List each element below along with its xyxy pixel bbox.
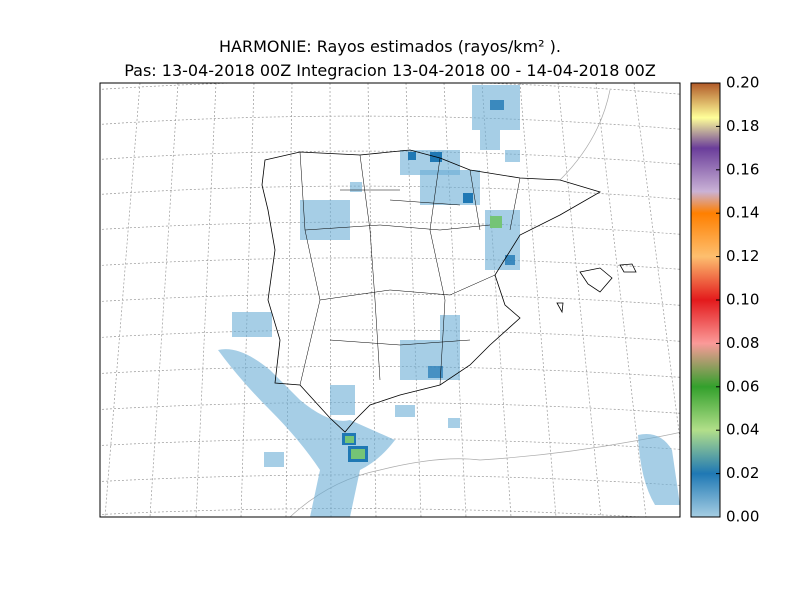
map-frame (99, 82, 681, 518)
colorbar-tick-label: 0.20 (726, 74, 759, 92)
colorbar (690, 82, 721, 518)
title: HARMONIE: Rayos estimados (rayos/km² ). (219, 37, 561, 56)
colorbar-tick-label: 0.10 (726, 291, 759, 309)
colorbar-tick-label: 0.02 (726, 464, 759, 482)
colorbar-tick-label: 0.12 (726, 247, 759, 265)
map (100, 83, 680, 517)
graticule (100, 83, 680, 517)
colorbar-tick-label: 0.18 (726, 117, 759, 135)
coastline (261, 149, 637, 433)
colorbar-tick-label: 0.14 (726, 204, 759, 222)
colorbar-tick-label: 0.08 (726, 334, 759, 352)
region-borders (299, 151, 521, 386)
colorbar-tick-label: 0.06 (726, 377, 759, 395)
colorbar-tick-label: 0.16 (726, 160, 759, 178)
subtitle: Pas: 13-04-2018 00Z Integracion 13-04-20… (124, 61, 656, 80)
colorbar-tick-label: 0.00 (726, 508, 759, 526)
colorbar-tick-label: 0.04 (726, 421, 759, 439)
colorbar-ticks: 0.00 0.02 0.04 0.06 0.08 0.10 0.12 0.14 0.16 0.18… (716, 74, 759, 526)
